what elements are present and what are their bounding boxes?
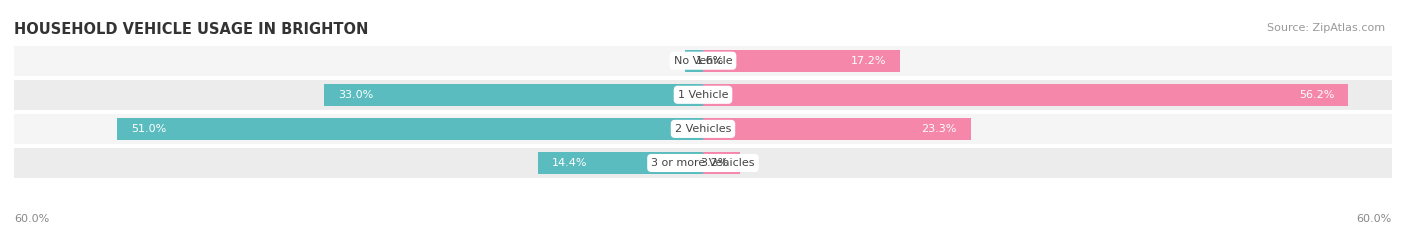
Text: 2 Vehicles: 2 Vehicles xyxy=(675,124,731,134)
Text: 1 Vehicle: 1 Vehicle xyxy=(678,90,728,100)
Bar xyxy=(537,152,703,174)
Bar xyxy=(703,118,970,140)
Text: HOUSEHOLD VEHICLE USAGE IN BRIGHTON: HOUSEHOLD VEHICLE USAGE IN BRIGHTON xyxy=(14,22,368,37)
Text: 3.2%: 3.2% xyxy=(700,158,728,168)
Bar xyxy=(14,148,1392,178)
Bar xyxy=(117,118,703,140)
Text: No Vehicle: No Vehicle xyxy=(673,56,733,66)
Bar xyxy=(14,80,1392,110)
Legend: Owner-occupied, Renter-occupied: Owner-occupied, Renter-occupied xyxy=(583,230,823,233)
Text: 23.3%: 23.3% xyxy=(921,124,956,134)
Text: 60.0%: 60.0% xyxy=(1357,214,1392,224)
Text: 60.0%: 60.0% xyxy=(14,214,49,224)
Text: 33.0%: 33.0% xyxy=(337,90,373,100)
Bar xyxy=(703,152,740,174)
Bar xyxy=(703,84,1348,106)
Text: 17.2%: 17.2% xyxy=(851,56,887,66)
Bar xyxy=(703,50,900,72)
Text: 3 or more Vehicles: 3 or more Vehicles xyxy=(651,158,755,168)
Text: 56.2%: 56.2% xyxy=(1299,90,1334,100)
Bar xyxy=(323,84,703,106)
Bar xyxy=(14,114,1392,144)
Text: 1.6%: 1.6% xyxy=(696,56,724,66)
Text: Source: ZipAtlas.com: Source: ZipAtlas.com xyxy=(1267,23,1385,33)
Text: 14.4%: 14.4% xyxy=(551,158,586,168)
Bar xyxy=(14,46,1392,76)
Bar xyxy=(685,50,703,72)
Text: 51.0%: 51.0% xyxy=(131,124,166,134)
